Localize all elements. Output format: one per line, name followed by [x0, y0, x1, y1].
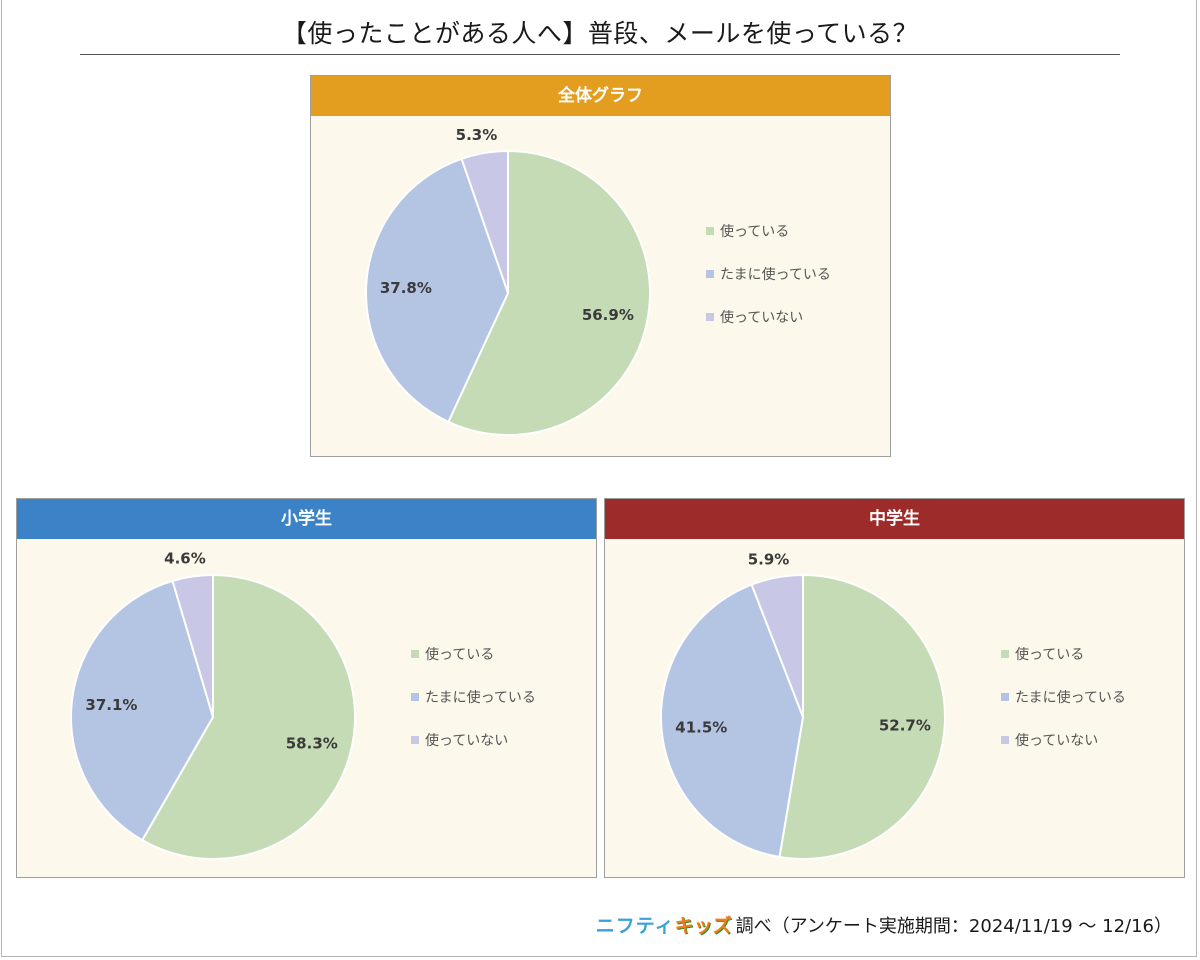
slice-using: [140, 573, 356, 860]
legend-swatch-purple: [1001, 736, 1009, 744]
legend-item-sometimes: たまに使っている: [1001, 687, 1126, 730]
legend-swatch-blue: [411, 693, 419, 701]
overall-legend: 使っている たまに使っている 使っていない: [706, 221, 831, 350]
data-label: 58.3%: [286, 734, 338, 752]
legend-swatch-green: [1001, 650, 1009, 658]
slice-using: [447, 149, 651, 436]
legend-label: たまに使っている: [720, 267, 831, 283]
legend-swatch-purple: [706, 313, 714, 321]
legend-label: 使っていない: [720, 310, 804, 326]
legend-item-using: 使っている: [706, 221, 831, 264]
data-label: 52.7%: [879, 716, 931, 734]
legend-item-sometimes: たまに使っている: [706, 264, 831, 307]
overall-pie-chart: 56.9% 37.8% 5.3%: [365, 126, 651, 436]
slice-not-using: [460, 149, 509, 294]
legend-swatch-green: [706, 227, 714, 235]
data-label: 37.8%: [380, 279, 432, 297]
legend-label: 使っている: [425, 647, 495, 663]
survey-period-text: 調べ（アンケート実施期間：2024/11/19 ～ 12/16）: [735, 915, 1172, 937]
legend-label: 使っていない: [425, 733, 509, 749]
data-label: 5.9%: [748, 551, 790, 569]
legend-swatch-green: [411, 650, 419, 658]
title-divider: [80, 54, 1120, 55]
junior-high-chart-header: 中学生: [605, 499, 1184, 539]
slice-sometimes: [660, 583, 805, 859]
slice-using: [778, 573, 946, 860]
legend-label: 使っている: [1015, 647, 1085, 663]
data-label: 4.6%: [164, 550, 206, 568]
slice-sometimes: [365, 157, 510, 424]
legend-item-not-using: 使っていない: [1001, 730, 1126, 773]
elementary-chart-panel: 小学生 58.3% 37.1% 4.6% 使っている たまに使っている 使っていない: [16, 498, 597, 878]
junior-high-chart-panel: 中学生 52.7% 41.5% 5.9% 使っている たまに使っている 使っていない: [604, 498, 1185, 878]
footer-source: ニフティ キッズ 調べ（アンケート実施期間：2024/11/19 ～ 12/16…: [596, 911, 1172, 938]
data-label: 5.3%: [456, 126, 498, 144]
data-label: 56.9%: [582, 306, 634, 324]
legend-swatch-blue: [1001, 693, 1009, 701]
junior-high-pie-chart: 52.7% 41.5% 5.9%: [660, 551, 946, 860]
legend-label: 使っていない: [1015, 733, 1099, 749]
brand-logo-nifty: ニフティ: [595, 915, 675, 937]
page-title: 【使ったことがある人へ】普段、メールを使っている？: [281, 19, 919, 48]
legend-item-not-using: 使っていない: [706, 307, 831, 350]
legend-item-not-using: 使っていない: [411, 730, 536, 773]
legend-label: たまに使っている: [1015, 690, 1126, 706]
legend-label: 使っている: [720, 224, 790, 240]
legend-swatch-blue: [706, 270, 714, 278]
legend-item-using: 使っている: [411, 644, 536, 687]
slice-not-using: [171, 573, 214, 718]
elementary-chart-header: 小学生: [17, 499, 596, 539]
legend-label: たまに使っている: [425, 690, 536, 706]
elementary-legend: 使っている たまに使っている 使っていない: [411, 644, 536, 773]
elementary-pie-chart: 58.3% 37.1% 4.6%: [70, 550, 356, 860]
data-label: 41.5%: [675, 718, 727, 736]
overall-chart-header: 全体グラフ: [311, 76, 890, 116]
slice-sometimes: [70, 579, 215, 842]
overall-chart-panel: 全体グラフ 56.9% 37.8% 5.3% 使っている たまに使っている 使ってい…: [310, 75, 891, 457]
data-label: 37.1%: [85, 696, 137, 714]
brand-logo-kids: キッズ: [674, 915, 732, 937]
legend-item-sometimes: たまに使っている: [411, 687, 536, 730]
junior-high-legend: 使っている たまに使っている 使っていない: [1001, 644, 1126, 773]
legend-swatch-purple: [411, 736, 419, 744]
slice-not-using: [750, 573, 804, 718]
legend-item-using: 使っている: [1001, 644, 1126, 687]
